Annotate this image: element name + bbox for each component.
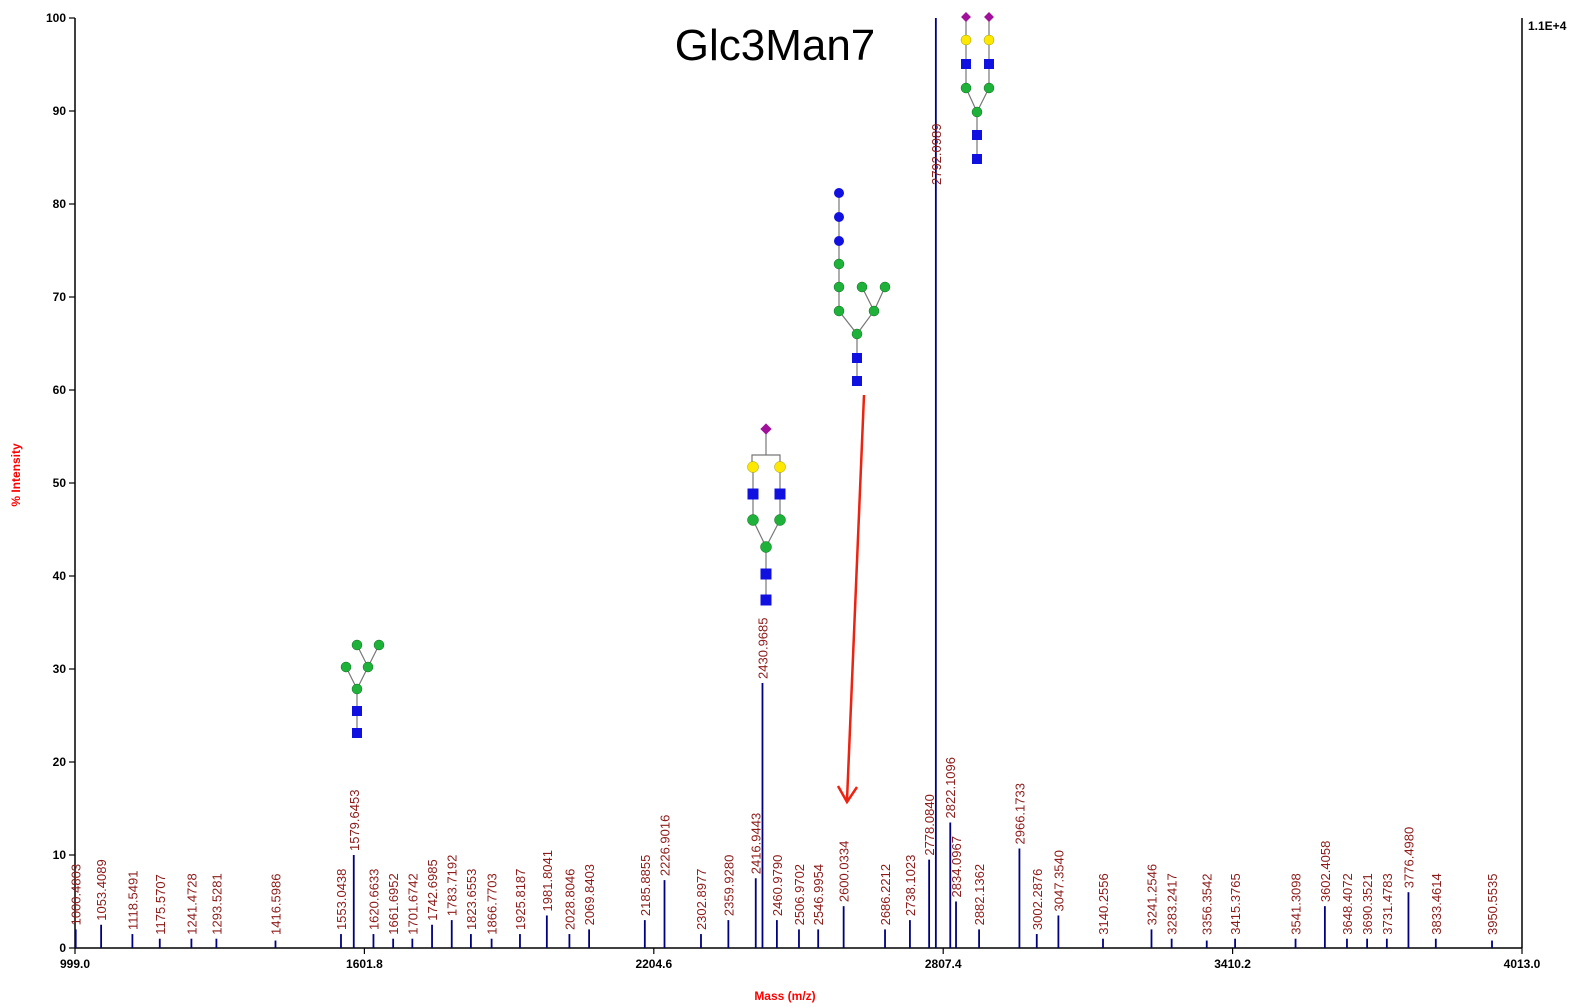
peak-label: 1000.4803 [69,864,84,925]
y-tick-label: 40 [53,569,67,583]
peak-label: 2966.1733 [1012,783,1027,844]
peak-label: 3602.4058 [1318,841,1333,902]
x-tick-label: 999.0 [60,957,90,971]
peak-label: 3648.4072 [1340,873,1355,934]
peak-label: 2069.8403 [582,864,597,925]
glycan-1 [341,640,384,738]
y-tick-label: 50 [53,476,67,490]
chart: Glc3Man7 Mass (m/z) % Intensity 1.1E+4 [0,0,1574,1007]
peak-label: 1175.5707 [153,874,168,935]
x-tick-label: 4013.0 [1504,957,1541,971]
peak-label: 3356.3542 [1200,874,1215,935]
y-tick-label: 100 [46,11,66,25]
y-tick-label: 70 [53,290,67,304]
peak-label: 3241.2546 [1144,864,1159,925]
peak-label: 1866.7703 [485,873,500,934]
peak-label: 2416.9443 [749,813,764,874]
peak-label: 2738.1023 [903,855,918,916]
peak-label: 2822.1096 [943,757,958,818]
peak-label: 1293.5281 [209,873,224,934]
peak-label: 1661.6952 [386,873,401,934]
peak-label: 2460.9790 [770,855,785,916]
peak-label: 1620.6633 [366,869,381,930]
glycan-3 [834,188,890,386]
peak-label: 2686.2212 [878,864,893,925]
peak-label: 2600.0334 [837,841,852,902]
peak-label: 2792.0989 [929,124,944,185]
chart-title: Glc3Man7 [675,21,876,70]
y-tick-label: 30 [53,662,67,676]
peak-label: 2359.9280 [721,855,736,916]
peak-label: 3833.4614 [1429,873,1444,934]
peak-label: 2185.8855 [638,855,653,916]
annotation-arrow [838,395,864,802]
peak-label: 1925.8187 [513,869,528,930]
y-axis-label: % Intensity [9,443,23,507]
peak-label: 1118.5491 [125,871,140,931]
peak-label: 1742.6985 [425,859,440,920]
peak-label: 3731.4783 [1380,873,1395,934]
peak-label: 2302.8977 [694,869,709,930]
peak-label: 2834.0967 [949,836,964,897]
peak-label: 2226.9016 [658,815,673,876]
peak-label: 2506.9702 [792,864,807,925]
peak-label: 1053.4089 [94,859,109,920]
peak-label: 1579.6453 [347,790,362,851]
peak-label: 1783.7192 [445,855,460,916]
peak-label: 3047.3540 [1051,850,1066,911]
x-tick-label: 1601.8 [346,957,383,971]
peak-label: 1241.4728 [184,873,199,934]
y-tick-label: 90 [53,104,67,118]
peak-label: 1416.5986 [268,874,283,935]
scale-label: 1.1E+4 [1528,19,1567,33]
peak-label: 2028.8046 [562,869,577,930]
peak-label: 3283.2417 [1165,873,1180,934]
peak-label: 1981.8041 [540,850,555,911]
peak-label: 2430.9685 [755,617,770,678]
peak-label: 2546.9954 [811,864,826,925]
y-tick-label: 60 [53,383,67,397]
x-tick-label: 2204.6 [635,957,672,971]
peak-label: 3541.3098 [1289,873,1304,934]
peak-label: 3690.3521 [1360,873,1375,934]
peak-label: 3002.2876 [1030,869,1045,930]
peak-label: 2778.0840 [922,794,937,855]
y-tick-label: 20 [53,755,67,769]
y-tick-label: 10 [53,848,67,862]
peak-label: 2882.1362 [972,864,987,925]
peak-label: 1823.6553 [464,869,479,930]
peak-label: 3415.3765 [1228,873,1243,934]
peak-label: 3140.2556 [1096,873,1111,934]
x-axis-label: Mass (m/z) [754,989,815,1003]
peak-label: 3776.4980 [1401,827,1416,888]
peak-label: 3950.5535 [1485,874,1500,935]
y-tick-label: 80 [53,197,67,211]
glycan-4 [961,12,994,164]
glycan-2 [748,423,786,605]
y-tick-label: 0 [59,941,66,955]
peak-label: 1701.6742 [405,873,420,934]
peak-label: 1553.0438 [334,869,349,930]
x-tick-label: 3410.2 [1214,957,1251,971]
x-tick-label: 2807.4 [925,957,962,971]
